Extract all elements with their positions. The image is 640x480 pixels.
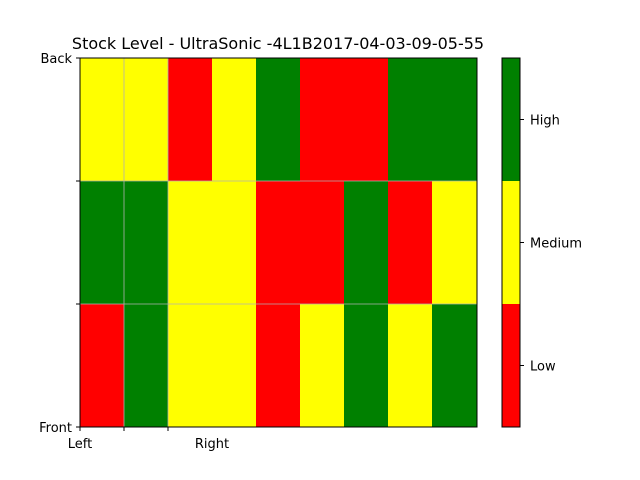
colorbar-label: Medium bbox=[530, 237, 582, 252]
heatmap-cell bbox=[300, 181, 345, 305]
heatmap-cell bbox=[212, 58, 257, 182]
chart-title: Stock Level - UltraSonic -4L1B2017-04-03… bbox=[72, 34, 484, 53]
colorbar-label: Low bbox=[530, 360, 556, 375]
heatmap-cell bbox=[80, 181, 125, 305]
heatmap-cell bbox=[168, 304, 213, 428]
heatmap-cell bbox=[256, 304, 301, 428]
heatmap-cell bbox=[388, 304, 433, 428]
heatmap-cell bbox=[124, 181, 169, 305]
heatmap-cell bbox=[388, 58, 433, 182]
heatmap-cell bbox=[212, 181, 257, 305]
heatmap-cell bbox=[80, 58, 125, 182]
heatmap-cell bbox=[344, 58, 389, 182]
y-tick-label: Back bbox=[40, 52, 72, 67]
heatmap-cell bbox=[256, 181, 301, 305]
colorbar-label: High bbox=[530, 114, 560, 129]
heatmap-cell bbox=[432, 304, 478, 428]
heatmap-cell bbox=[124, 304, 169, 428]
colorbar: High Medium Low bbox=[501, 57, 582, 428]
heatmap-cell bbox=[388, 181, 433, 305]
colorbar-segment bbox=[502, 304, 520, 428]
colorbar-frame bbox=[501, 57, 521, 428]
heatmap-cell bbox=[432, 181, 478, 305]
y-tick-label: Front bbox=[39, 421, 72, 436]
heatmap-cell bbox=[344, 304, 389, 428]
heatmap-cell bbox=[300, 58, 345, 182]
x-axis: Left Right bbox=[68, 427, 229, 452]
heatmap-cell bbox=[212, 304, 257, 428]
heatmap-cell bbox=[124, 58, 169, 182]
x-tick-label: Right bbox=[195, 437, 229, 452]
x-tick-label: Left bbox=[68, 437, 92, 452]
heatmap-cell bbox=[168, 181, 213, 305]
y-axis: Front Back bbox=[39, 52, 80, 436]
heatmap-cell bbox=[344, 181, 389, 305]
heatmap-cells bbox=[80, 58, 478, 428]
heatmap-cell bbox=[256, 58, 301, 182]
plot-frame bbox=[79, 57, 478, 428]
colorbar-segment bbox=[502, 58, 520, 182]
colorbar-segment bbox=[502, 181, 520, 305]
heatmap-cell bbox=[300, 304, 345, 428]
heatmap-cell bbox=[168, 58, 213, 182]
heatmap-cell bbox=[432, 58, 478, 182]
heatmap-cell bbox=[80, 304, 125, 428]
